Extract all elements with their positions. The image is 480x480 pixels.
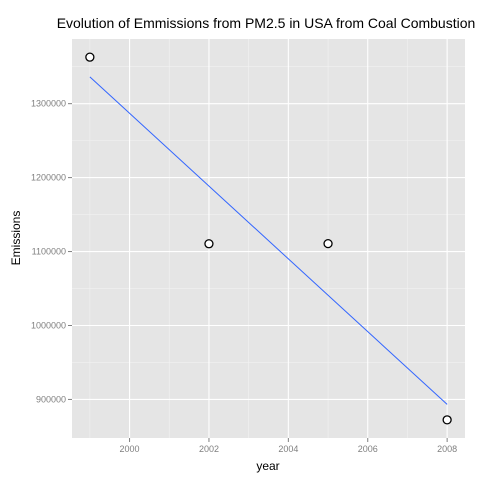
data-point (85, 52, 95, 62)
x-tick-label: 2002 (199, 444, 219, 454)
chart-title: Evolution of Emmissions from PM2.5 in US… (57, 15, 476, 31)
x-tick-label: 2006 (358, 444, 378, 454)
major-gridlines (72, 39, 465, 438)
x-tick-label: 2004 (278, 444, 298, 454)
data-point (442, 415, 452, 425)
y-tick-label: 1100000 (32, 247, 66, 257)
y-tick-label: 1200000 (31, 173, 66, 183)
y-axis-title: Emissions (9, 211, 23, 266)
y-tick-label: 1300000 (31, 99, 66, 109)
y-axis-ticks: 900000 1000000 1100000 1200000 1300000 (31, 99, 72, 404)
data-point (323, 238, 333, 249)
trend-layer (89, 76, 448, 405)
x-axis-ticks: 2000 2002 2004 2006 2008 (120, 438, 457, 454)
data-point (204, 239, 214, 249)
x-tick-label: 2008 (437, 444, 457, 454)
x-axis-title: year (256, 459, 279, 473)
x-tick-label: 2000 (120, 444, 140, 454)
y-tick-label: 1000000 (31, 320, 66, 330)
y-tick-label: 900000 (36, 394, 66, 404)
plot-panel (72, 39, 465, 438)
points-layer (85, 52, 452, 425)
trend-line (89, 76, 448, 405)
minor-gridlines (72, 39, 465, 438)
